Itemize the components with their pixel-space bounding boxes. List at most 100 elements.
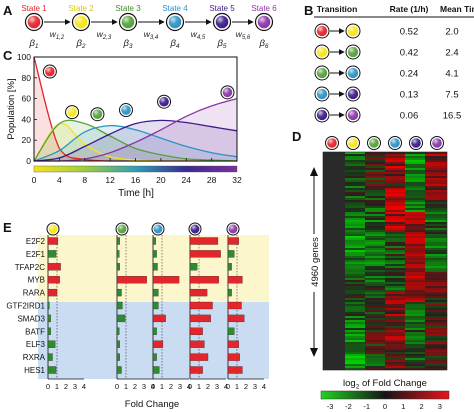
time-color-bar [33, 165, 238, 173]
heatmap-cell [425, 206, 447, 209]
state-5-icon [212, 12, 232, 32]
heatmap-cell [365, 316, 385, 319]
heatmap-cell [385, 368, 405, 370]
fold-change-bar [227, 250, 235, 258]
heatmap-cell [365, 162, 385, 165]
heatmap-cell [405, 200, 425, 203]
heatmap-cell [425, 268, 447, 271]
heatmap-cell [345, 264, 365, 267]
heatmap-cell [365, 160, 385, 163]
heatmap-cell [385, 344, 405, 347]
genes-arrow-head-top [310, 167, 318, 176]
fold-change-bar [189, 250, 221, 258]
heatmap-cell [405, 208, 425, 211]
heatmap-cell [365, 298, 385, 301]
beta-label-3: β3 [122, 38, 132, 50]
fold-change-bar [116, 288, 122, 297]
heatmap-cell [365, 346, 385, 349]
heatmap-cell [385, 366, 405, 369]
heatmap-cell [425, 168, 447, 171]
heatmap-cell [385, 296, 405, 299]
gene-label: BATF [25, 327, 45, 336]
heatmap-cell [425, 170, 447, 173]
gene-label: MYB [28, 276, 45, 285]
heatmap-cell [345, 224, 365, 227]
heatmap-cell [365, 364, 385, 367]
transition-to-icon [345, 65, 361, 81]
heatmap-cell [405, 204, 425, 207]
fold-change-bar [152, 353, 157, 361]
heatmap-cell [365, 228, 385, 231]
fold-change-tick-label: 4 [82, 382, 86, 391]
heatmap-cell [345, 210, 365, 213]
heatmap-cell [425, 256, 447, 259]
heatmap-cell [345, 276, 365, 279]
heatmap-cell [345, 186, 365, 189]
heatmap-cell [385, 240, 405, 243]
heatmap-cell [385, 186, 405, 189]
c-x-axis-label: Time [h] [118, 188, 154, 199]
heatmap-cell [385, 324, 405, 327]
heatmap-cell [385, 284, 405, 287]
heatmap-reference-column [323, 152, 345, 370]
heatmap-cell [385, 168, 405, 171]
heatmap-cell [345, 154, 365, 157]
heatmap-cell [425, 252, 447, 255]
heatmap-cell [345, 232, 365, 235]
heatmap-cell [365, 182, 385, 185]
heatmap-cell [345, 194, 365, 197]
heatmap-cell [365, 184, 385, 187]
panel-label-e: E [3, 220, 12, 235]
heatmap-cell [425, 298, 447, 301]
heatmap-cell [385, 300, 405, 303]
heatmap-cell [425, 324, 447, 327]
heatmap-cell [345, 184, 365, 187]
fold-change-bar [47, 366, 57, 374]
heatmap-cell [385, 162, 405, 165]
fold-change-bar [189, 288, 208, 297]
heatmap-cell [365, 248, 385, 251]
heatmap-cell [365, 262, 385, 265]
heatmap-cell [405, 214, 425, 217]
heatmap-cell [405, 262, 425, 265]
heatmap-cell [345, 316, 365, 319]
heatmap-cell [425, 282, 447, 285]
heatmap-cell [365, 238, 385, 241]
heatmap-cell [365, 232, 385, 235]
heatmap-cell [345, 262, 365, 265]
fold-change-bar [116, 263, 120, 271]
state-3-icon [118, 12, 138, 32]
heatmap-cell [345, 176, 365, 179]
heatmap-cell [385, 252, 405, 255]
fold-change-bar [227, 314, 245, 323]
heatmap-cell [425, 290, 447, 293]
heatmap-cell [385, 260, 405, 263]
heatmap-cell [405, 356, 425, 359]
heatmap-cell [385, 254, 405, 257]
heatmap-cell [345, 248, 365, 251]
heatmap-cell [365, 278, 385, 281]
rate-value: 0.52 [400, 27, 419, 38]
fold-change-bar [152, 237, 156, 245]
heatmap-cell [405, 350, 425, 353]
heatmap-cell [365, 286, 385, 289]
beta-label-2: β2 [75, 38, 85, 50]
heatmap-cell [405, 216, 425, 219]
fold-change-bar [227, 340, 239, 348]
heatmap-cell [365, 330, 385, 333]
heatmap-cell [345, 240, 365, 243]
panel-label-a: A [3, 3, 13, 18]
heatmap-cell [365, 246, 385, 249]
heatmap-cell [345, 270, 365, 273]
heatmap-cell [385, 280, 405, 283]
fold-change-bar [152, 327, 157, 335]
fold-change-bar [189, 237, 219, 245]
heatmap-cell [425, 160, 447, 163]
heatmap-cell [425, 340, 447, 343]
heatmap-cell [385, 218, 405, 221]
heatmap-cell [365, 324, 385, 327]
heatmap-cell [405, 160, 425, 163]
heatmap-cell [365, 352, 385, 355]
heatmap-cell [405, 348, 425, 351]
state-label-4: State 4 [162, 4, 188, 13]
